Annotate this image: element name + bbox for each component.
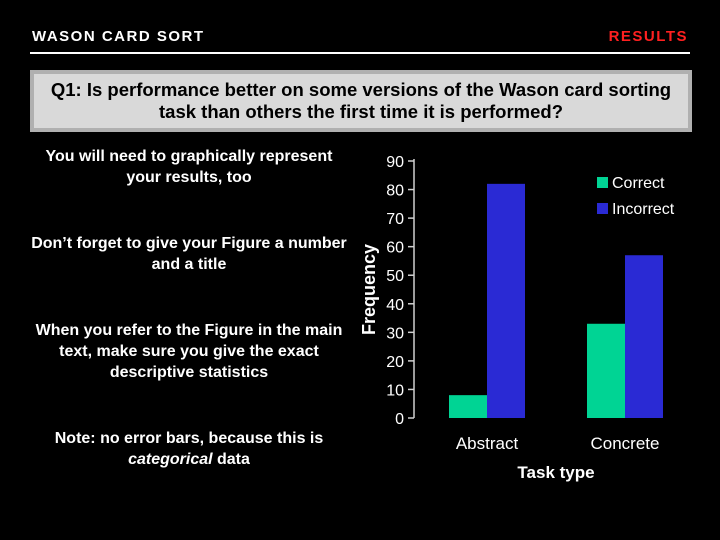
note-graph: You will need to graphically represent y… [45, 148, 333, 186]
y-tick-label: 20 [386, 354, 404, 371]
question-text: Q1: Is performance better on some versio… [50, 79, 672, 122]
legend-label-incorrect: Incorrect [612, 201, 675, 218]
bar-correct-concrete [587, 323, 625, 418]
y-tick-label: 10 [386, 382, 404, 399]
legend-label-correct: Correct [612, 175, 665, 192]
legend-swatch-correct [597, 177, 608, 188]
y-tick-label: 90 [386, 154, 404, 171]
header-divider [30, 52, 690, 54]
y-axis-title: Frequency [359, 244, 379, 335]
bar-chart: 0 10 20 30 40 50 60 70 80 90 Frequency Abstract Conc… [359, 154, 675, 482]
bar-incorrect-concrete [625, 255, 663, 418]
x-category-label: Concrete [591, 434, 660, 453]
note-figure-title: Don’t forget to give your Figure a numbe… [31, 235, 347, 273]
legend-swatch-incorrect [597, 203, 608, 214]
bar-correct-abstract [449, 395, 487, 418]
header-title: WASON CARD SORT [32, 28, 205, 45]
header-section-label: RESULTS [608, 28, 688, 45]
note-descriptive-stats-text: When you refer to the Figure in the main… [35, 322, 343, 381]
note-error-bars-em: categorical [128, 451, 213, 468]
x-category-label: Abstract [456, 434, 519, 453]
note-error-bars-suffix: data [212, 451, 250, 468]
y-tick-label: 80 [386, 183, 404, 200]
x-axis-title: Task type [517, 463, 594, 482]
y-tick-label: 70 [386, 211, 404, 228]
question-box: Q1: Is performance better on some versio… [30, 70, 692, 132]
y-tick-label: 40 [386, 297, 404, 314]
note-error-bars: Note: no error bars, because this is cat… [30, 428, 348, 470]
note-error-bars-prefix: Note: no error bars, because this is [54, 430, 324, 447]
y-tick-label: 30 [386, 325, 404, 342]
y-tick-label: 0 [395, 411, 404, 428]
note-descriptive-stats: When you refer to the Figure in the main… [30, 320, 348, 383]
y-tick-label: 60 [386, 240, 404, 257]
bar-incorrect-abstract [487, 183, 525, 418]
y-tick-label: 50 [386, 268, 404, 285]
